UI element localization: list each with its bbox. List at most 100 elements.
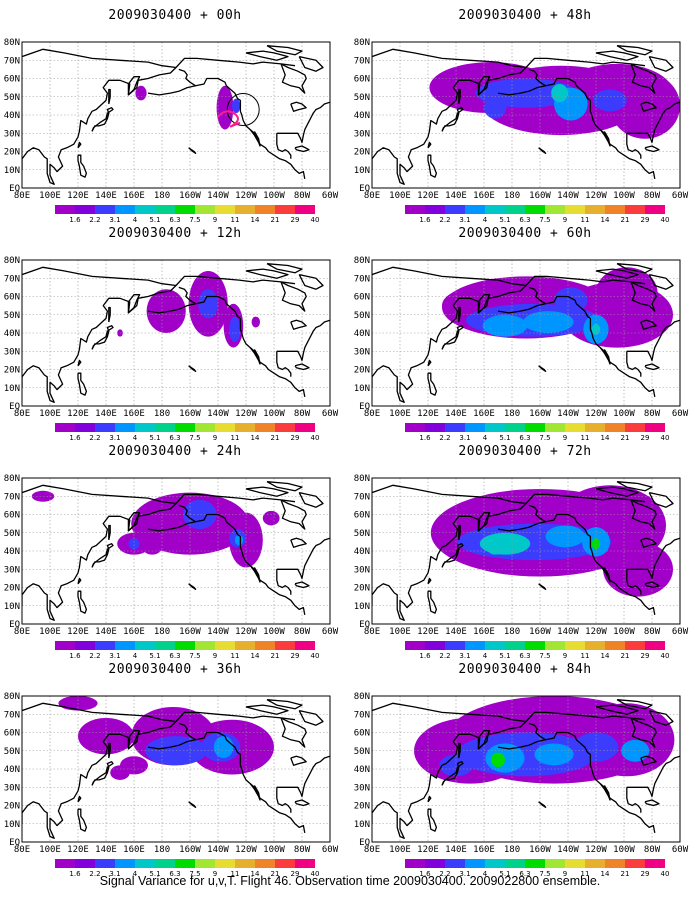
coastline [108, 742, 111, 759]
colorbar-label: 6.3 [519, 216, 530, 224]
colorbar-label: 7.5 [539, 870, 550, 878]
coastline [648, 491, 674, 508]
variance-contour [439, 754, 473, 777]
colorbar-swatch [405, 859, 425, 868]
lat-tick-label: 60N [354, 729, 370, 739]
colorbar-label: 1.6 [419, 216, 431, 224]
colorbar-label: 3.1 [459, 216, 470, 224]
lon-tick-label: 100W [613, 409, 635, 419]
coastline [441, 761, 464, 786]
lat-tick-label: 20N [4, 802, 20, 812]
lon-tick-label: 160E [123, 409, 145, 419]
colorbar-swatch [585, 859, 605, 868]
lat-tick-label: 30N [4, 565, 20, 575]
lat-tick-label: 70N [354, 710, 370, 720]
lon-tick-label: 80E [364, 409, 380, 419]
map-panel: 2009030400 + 24h 80N 70N 60N 50N 40N 30N 20N 10N… [0, 436, 350, 661]
lat-tick-label: 30N [354, 347, 370, 357]
colorbar-label: 9 [213, 652, 217, 660]
colorbar-swatch [195, 205, 215, 214]
lat-tick-label: 80N [354, 692, 370, 702]
coastline [595, 50, 639, 61]
colorbar-label: 6.3 [169, 652, 180, 660]
colorbar-swatch [215, 859, 235, 868]
coastline [290, 537, 307, 548]
lat-tick-label: 10N [354, 384, 370, 394]
colorbar-label: 7.5 [189, 652, 200, 660]
lat-tick-label: 50N [4, 311, 20, 321]
coastline [178, 722, 306, 834]
lat-tick-label: EQ [9, 184, 20, 194]
lat-tick-label: 80N [354, 474, 370, 484]
coastline [91, 325, 114, 350]
lon-tick-label: 140W [557, 409, 579, 419]
lon-tick-label: 60W [672, 191, 689, 201]
colorbar-swatch [255, 641, 275, 650]
coastline [91, 761, 114, 786]
colorbar-label: 21 [621, 216, 630, 224]
colorbar-swatch [195, 641, 215, 650]
colorbar-swatch [95, 205, 115, 214]
coastline [626, 755, 680, 798]
colorbar-swatch [95, 641, 115, 650]
lon-tick-label: 60W [322, 191, 339, 201]
coastline [276, 755, 330, 798]
coastline [640, 755, 657, 766]
lon-tick-label: 180 [154, 191, 170, 201]
lon-tick-label: 120W [235, 845, 257, 855]
coastline [77, 372, 88, 396]
lon-tick-label: 120E [417, 191, 439, 201]
lon-tick-label: 160W [179, 191, 201, 201]
coastline [616, 481, 653, 492]
coastline [648, 709, 674, 726]
variance-contour [142, 540, 162, 555]
coastline [477, 294, 491, 314]
variance-contour [234, 534, 244, 546]
colorbar-label: 14 [601, 870, 610, 878]
colorbar-swatch [625, 423, 645, 432]
colorbar-label: 5.1 [499, 870, 510, 878]
colorbar-swatch [115, 205, 135, 214]
coastline [644, 581, 660, 589]
panel-title: 2009030400 + 72h [458, 444, 592, 459]
coastline [538, 583, 547, 590]
coastline [245, 268, 289, 279]
lat-tick-label: 60N [354, 75, 370, 85]
colorbar-label: 21 [621, 652, 630, 660]
coastline [427, 795, 432, 803]
colorbar-swatch [115, 423, 135, 432]
lon-tick-label: 140W [207, 409, 229, 419]
coastline [147, 85, 196, 96]
coastline [276, 537, 330, 580]
lon-tick-label: 180 [504, 191, 520, 201]
colorbar-swatch [625, 205, 645, 214]
lon-tick-label: 80W [644, 409, 661, 419]
variance-contour [591, 538, 601, 550]
coastline [245, 704, 289, 715]
coastline [477, 512, 491, 532]
coastline [249, 347, 261, 365]
colorbar-swatch [565, 641, 585, 650]
variance-contour [456, 732, 596, 777]
coastline [528, 722, 656, 834]
variance-contour [523, 311, 574, 333]
coastline [280, 717, 307, 748]
colorbar-swatch [75, 859, 95, 868]
colorbar-label: 6.3 [169, 434, 180, 442]
coastline [497, 85, 546, 96]
map-panel: 2009030400 + 00h 80N 70N 60N 50N 40N 30N 20N 10N… [0, 0, 350, 225]
coastline [525, 57, 646, 68]
coastline [298, 273, 324, 290]
colorbar-label: 5.1 [149, 652, 160, 660]
colorbar-label: 6.3 [519, 870, 530, 878]
coastline [626, 787, 642, 813]
lat-tick-label: EQ [9, 620, 20, 630]
lon-tick-label: 160E [473, 845, 495, 855]
lon-tick-label: 100W [263, 627, 285, 637]
coastline [188, 365, 197, 372]
colorbar-swatch [605, 423, 625, 432]
